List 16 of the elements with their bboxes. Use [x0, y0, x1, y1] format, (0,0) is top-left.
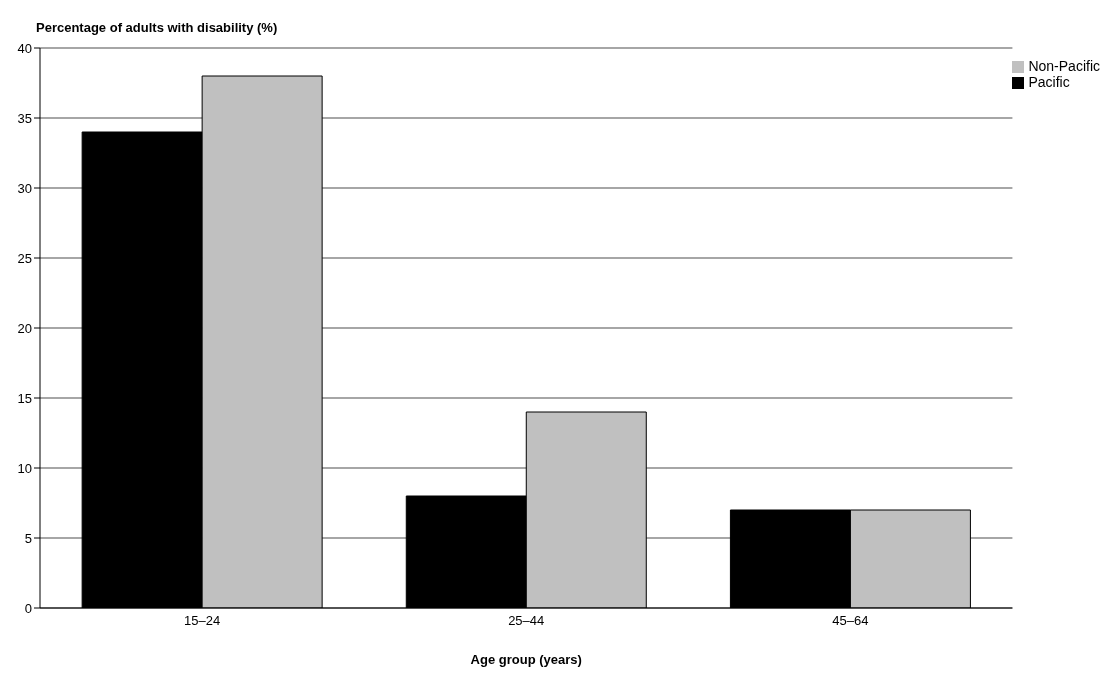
legend-label: Non-Pacific [1028, 58, 1100, 74]
y-tick-label: 5 [24, 530, 32, 546]
y-tick-label: 10 [17, 460, 32, 476]
x-tick-label: 45–64 [832, 613, 869, 629]
x-tick-label: 25–44 [508, 613, 545, 629]
chart-title: Percentage of adults with disability (%) [36, 20, 278, 35]
y-tick-label: 20 [17, 320, 32, 336]
y-tick-label: 0 [24, 600, 32, 616]
y-tick-label: 40 [17, 40, 32, 56]
y-tick-label: 15 [17, 390, 32, 406]
y-tick-label: 25 [17, 250, 32, 266]
legend-label: Pacific [1028, 74, 1070, 90]
x-tick-label: 15–24 [183, 613, 221, 629]
y-tick-label: 30 [17, 180, 32, 196]
y-tick-label: 35 [17, 110, 32, 126]
x-axis-title: Age group (years) [470, 652, 582, 667]
